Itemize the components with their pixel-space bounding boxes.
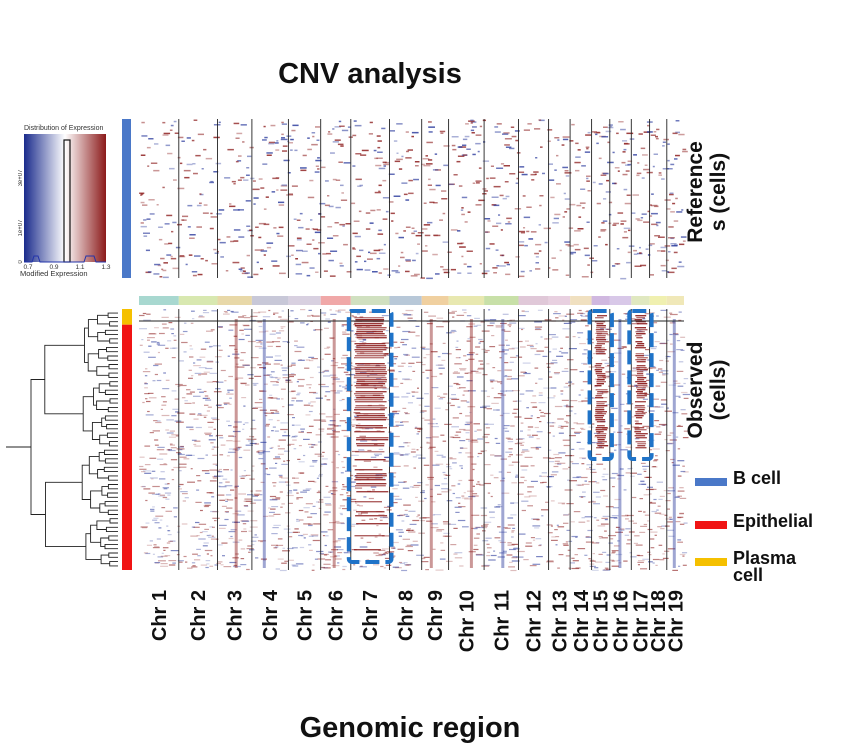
x-axis-title: Genomic region <box>299 712 521 744</box>
color-key-y-tick: 0 <box>18 260 24 264</box>
chromosome-tick-label: Chr 1 <box>149 590 171 641</box>
legend-item-epithelial: Epithelial <box>695 512 835 530</box>
chromosome-tick-label: Chr 2 <box>188 590 210 641</box>
color-key-y-tick: 3e+07 <box>18 169 24 187</box>
color-key-x-tick: 1.3 <box>101 264 110 271</box>
legend-item-plasma-cell: Plasma cell <box>695 549 835 584</box>
reference-heatmap <box>139 119 688 280</box>
gain-bands <box>353 315 648 551</box>
chromosome-tick-label: Chr 13 <box>549 590 571 652</box>
chromosome-tick-label: Chr 14 <box>571 589 593 652</box>
legend-item-b-cell: B cell <box>695 469 835 487</box>
chromosome-tick-label: Chr 5 <box>295 590 317 641</box>
color-key-y-tick: 1e+07 <box>18 219 24 237</box>
legend: B cell Epithelial Plasma cell <box>695 469 835 584</box>
chromosome-color-strip <box>139 296 684 305</box>
color-key-x-tick: 1.1 <box>75 264 84 271</box>
chromosome-tick-label: Chr 18 <box>648 590 670 652</box>
highlight-box <box>587 309 614 461</box>
chromosome-tick-label: Chr 16 <box>611 590 633 652</box>
chromosome-tick-label: Chr 11 <box>491 590 513 651</box>
chromosome-tick-label: Chr 12 <box>524 590 546 652</box>
legend-swatch <box>695 478 727 486</box>
dendrogram <box>6 312 118 567</box>
color-key-x-tick: 0.9 <box>49 264 58 271</box>
reference-label: Reference s (cells) <box>684 141 730 243</box>
highlight-box <box>346 309 394 564</box>
observed-annotation-bar <box>122 309 132 570</box>
color-key-xlabel: Modified Expression <box>20 269 88 278</box>
chromosome-tick-label: Chr 15 <box>591 590 613 652</box>
legend-swatch <box>695 521 727 529</box>
chromosome-tick-labels: Chr 1 Chr 2 Chr 3 Chr 4 Chr 5 Chr 6 Chr 7 Chr 8… <box>149 589 688 652</box>
color-key: Distribution of Expression 0 1e+07 3e+07 0… <box>18 125 111 278</box>
legend-swatch <box>695 558 727 566</box>
chromosome-tick-label: Chr 8 <box>396 590 418 641</box>
color-key-density <box>24 255 106 263</box>
highlight-box <box>627 309 654 461</box>
chromosome-tick-label: Chr 9 <box>425 590 447 641</box>
chromosome-tick-label: Chr 3 <box>225 590 247 641</box>
chromosome-boundaries <box>139 119 684 570</box>
color-key-gradient <box>24 134 106 262</box>
chromosome-tick-label: Chr 4 <box>260 589 282 641</box>
highlight-boxes <box>346 309 654 564</box>
observed-heatmap <box>139 309 691 572</box>
chart-title: CNV analysis <box>278 58 462 90</box>
chromosome-tick-label: Chr 17 <box>631 590 653 652</box>
chromosome-tick-label: Chr 19 <box>665 590 687 652</box>
color-key-x-tick: 0.7 <box>23 264 32 271</box>
chromosome-tick-label: Chr 10 <box>456 590 478 652</box>
color-key-title: Distribution of Expression <box>24 125 103 132</box>
observed-label: Observed (cells) <box>684 341 730 439</box>
reference-annotation-bar <box>122 119 131 278</box>
cnv-heatmap <box>6 119 691 572</box>
chromosome-tick-label: Chr 7 <box>360 590 382 641</box>
chromosome-tick-label: Chr 6 <box>326 590 348 641</box>
